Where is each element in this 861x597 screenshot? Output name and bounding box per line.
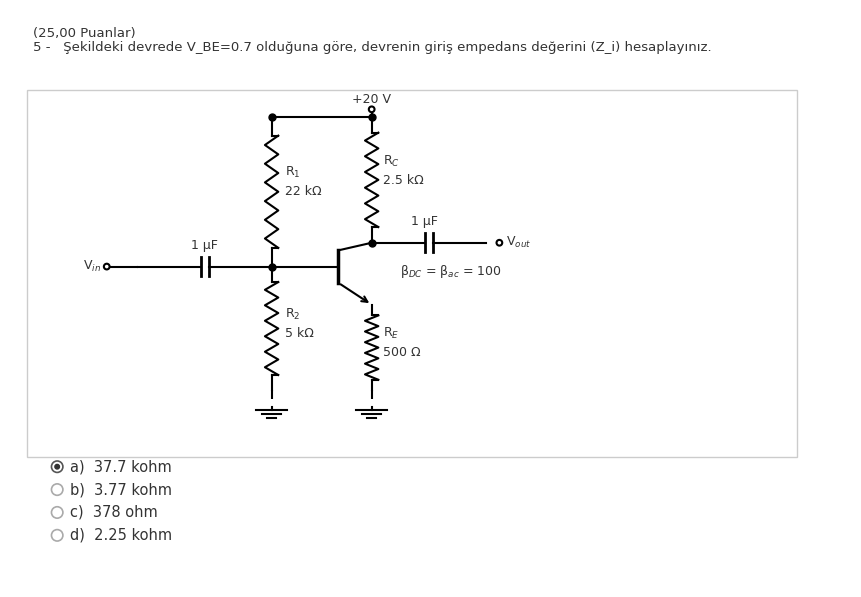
Text: V$_{out}$: V$_{out}$ [506, 235, 531, 250]
Circle shape [55, 464, 59, 469]
Text: c)  378 ohm: c) 378 ohm [70, 505, 158, 520]
Text: 1 μF: 1 μF [191, 239, 219, 253]
Text: R$_E$
500 Ω: R$_E$ 500 Ω [383, 327, 421, 359]
FancyBboxPatch shape [27, 90, 796, 457]
Text: a)  37.7 kohm: a) 37.7 kohm [70, 459, 171, 474]
Text: +20 V: +20 V [352, 94, 391, 106]
Text: 1 μF: 1 μF [411, 216, 437, 229]
Text: (25,00 Puanlar): (25,00 Puanlar) [34, 27, 136, 41]
Text: R$_C$
2.5 kΩ: R$_C$ 2.5 kΩ [383, 154, 424, 187]
Text: 5 -   Şekildeki devrede V_BE=0.7 olduğuna göre, devrenin giriş empedans değerini: 5 - Şekildeki devrede V_BE=0.7 olduğuna … [34, 41, 712, 54]
Text: R$_2$
5 kΩ: R$_2$ 5 kΩ [285, 307, 313, 340]
Text: d)  2.25 kohm: d) 2.25 kohm [70, 528, 171, 543]
Text: b)  3.77 kohm: b) 3.77 kohm [70, 482, 171, 497]
Text: V$_{in}$: V$_{in}$ [83, 259, 101, 274]
Text: R$_1$
22 kΩ: R$_1$ 22 kΩ [285, 165, 321, 198]
Text: β$_{DC}$ = β$_{ac}$ = 100: β$_{DC}$ = β$_{ac}$ = 100 [400, 263, 502, 280]
